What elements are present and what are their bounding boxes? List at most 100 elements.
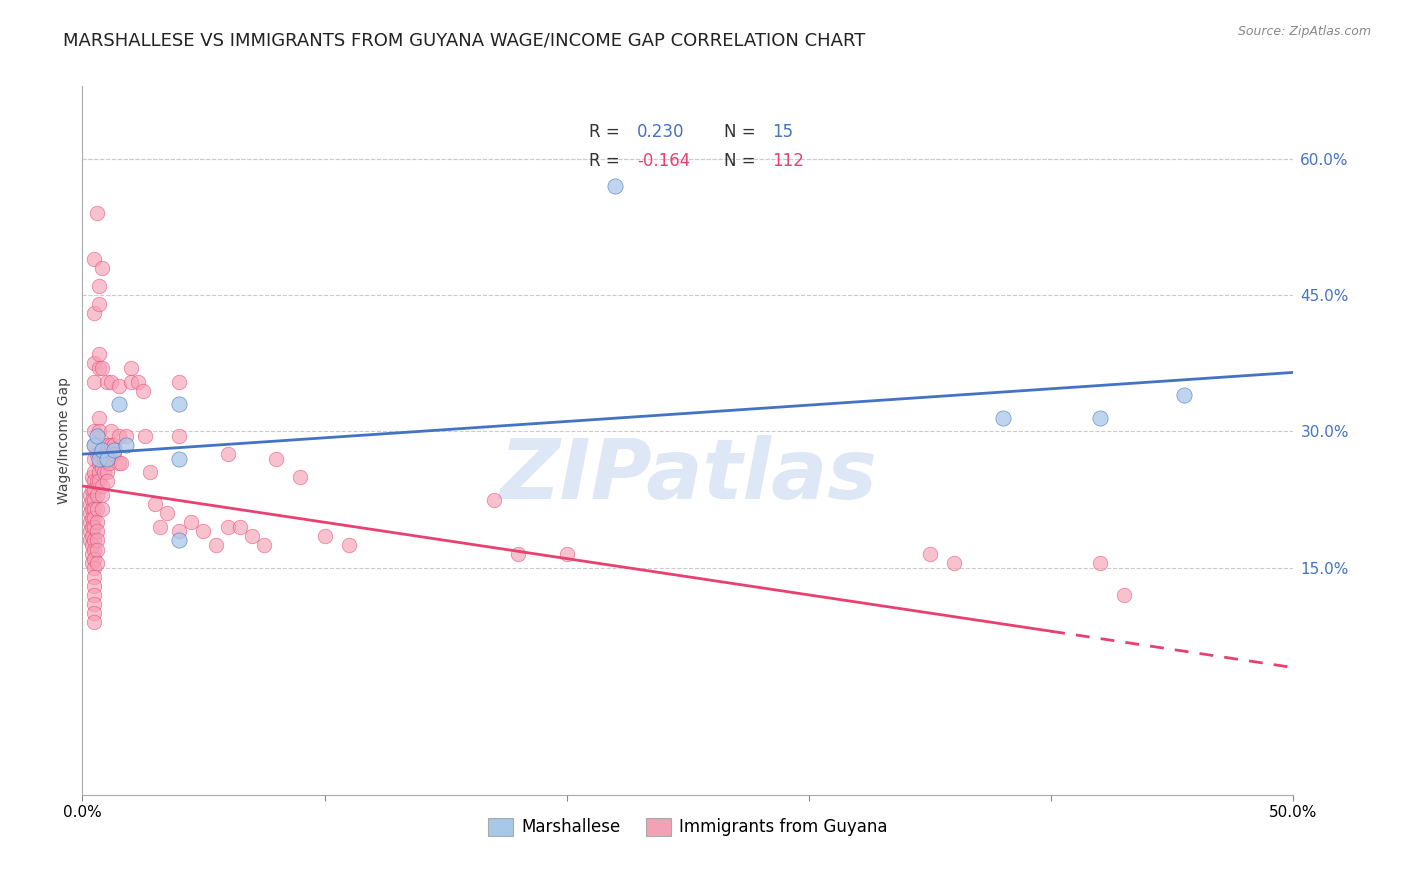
Point <box>103 447 125 461</box>
Point <box>83 492 105 507</box>
Point <box>80 483 103 498</box>
Point <box>86 447 108 461</box>
Point <box>90 488 112 502</box>
Point <box>80 492 103 507</box>
Point <box>96 451 118 466</box>
Point <box>83 501 105 516</box>
Point <box>83 533 105 548</box>
Point <box>167 533 190 548</box>
Point <box>482 492 505 507</box>
Point <box>90 442 112 457</box>
Point <box>107 397 129 411</box>
Y-axis label: Wage/Income Gap: Wage/Income Gap <box>58 377 72 504</box>
Point <box>86 533 108 548</box>
Point <box>217 520 239 534</box>
Point <box>83 252 105 266</box>
Point <box>110 456 132 470</box>
Text: Source: ZipAtlas.com: Source: ZipAtlas.com <box>1237 25 1371 38</box>
Point <box>90 260 112 275</box>
Text: 112: 112 <box>773 152 804 169</box>
Point <box>167 524 190 539</box>
Point <box>89 347 111 361</box>
Point <box>96 451 118 466</box>
Point <box>83 475 105 489</box>
Point <box>83 588 105 602</box>
Point <box>80 520 103 534</box>
Point <box>89 279 111 293</box>
Point <box>86 524 108 539</box>
Point <box>229 520 252 534</box>
Point <box>89 456 111 470</box>
Point <box>79 533 101 548</box>
Point <box>97 447 120 461</box>
Point <box>83 570 105 584</box>
Point <box>139 466 162 480</box>
Point <box>115 429 138 443</box>
Point <box>89 451 111 466</box>
Point <box>83 438 105 452</box>
Point <box>120 375 142 389</box>
Text: MARSHALLESE VS IMMIGRANTS FROM GUYANA WAGE/INCOME GAP CORRELATION CHART: MARSHALLESE VS IMMIGRANTS FROM GUYANA WA… <box>63 31 866 49</box>
Point <box>83 438 105 452</box>
Text: R =: R = <box>589 152 619 169</box>
Point <box>167 429 190 443</box>
Point <box>156 506 179 520</box>
Point <box>149 520 172 534</box>
Point <box>86 475 108 489</box>
Point <box>79 506 101 520</box>
Point <box>1088 556 1111 570</box>
Point <box>83 425 105 439</box>
Point <box>83 542 105 557</box>
Point <box>80 470 103 484</box>
Point <box>314 529 336 543</box>
Point <box>79 524 101 539</box>
Point <box>132 384 155 398</box>
Point <box>83 615 105 629</box>
Point <box>217 447 239 461</box>
Point <box>167 451 190 466</box>
Point <box>127 375 149 389</box>
Point <box>79 497 101 511</box>
Point <box>1173 388 1195 402</box>
Point <box>107 429 129 443</box>
Point <box>80 510 103 524</box>
Point <box>89 410 111 425</box>
Point <box>107 379 129 393</box>
Text: -0.164: -0.164 <box>637 152 690 169</box>
Legend: Marshallese, Immigrants from Guyana: Marshallese, Immigrants from Guyana <box>481 811 894 843</box>
Point <box>89 360 111 375</box>
Point <box>107 456 129 470</box>
Point <box>90 501 112 516</box>
Point <box>83 306 105 320</box>
Point <box>80 547 103 561</box>
Point <box>79 488 101 502</box>
Point <box>86 556 108 570</box>
Point <box>90 360 112 375</box>
Point <box>86 429 108 443</box>
Point <box>100 438 122 452</box>
Point <box>96 438 118 452</box>
Point <box>918 547 941 561</box>
Point <box>103 438 125 452</box>
Point <box>167 375 190 389</box>
Point <box>83 483 105 498</box>
Point <box>290 470 312 484</box>
Point <box>100 425 122 439</box>
Point <box>96 375 118 389</box>
Point <box>115 438 138 452</box>
Point <box>943 556 966 570</box>
Point <box>89 447 111 461</box>
Point <box>83 451 105 466</box>
Point <box>89 425 111 439</box>
Point <box>86 542 108 557</box>
Point <box>193 524 215 539</box>
Text: R =: R = <box>589 123 619 142</box>
Point <box>96 475 118 489</box>
Point <box>86 206 108 220</box>
Point <box>83 560 105 574</box>
Point <box>1088 410 1111 425</box>
Point <box>555 547 578 561</box>
Point <box>143 497 166 511</box>
Point <box>83 551 105 566</box>
Point <box>93 451 115 466</box>
